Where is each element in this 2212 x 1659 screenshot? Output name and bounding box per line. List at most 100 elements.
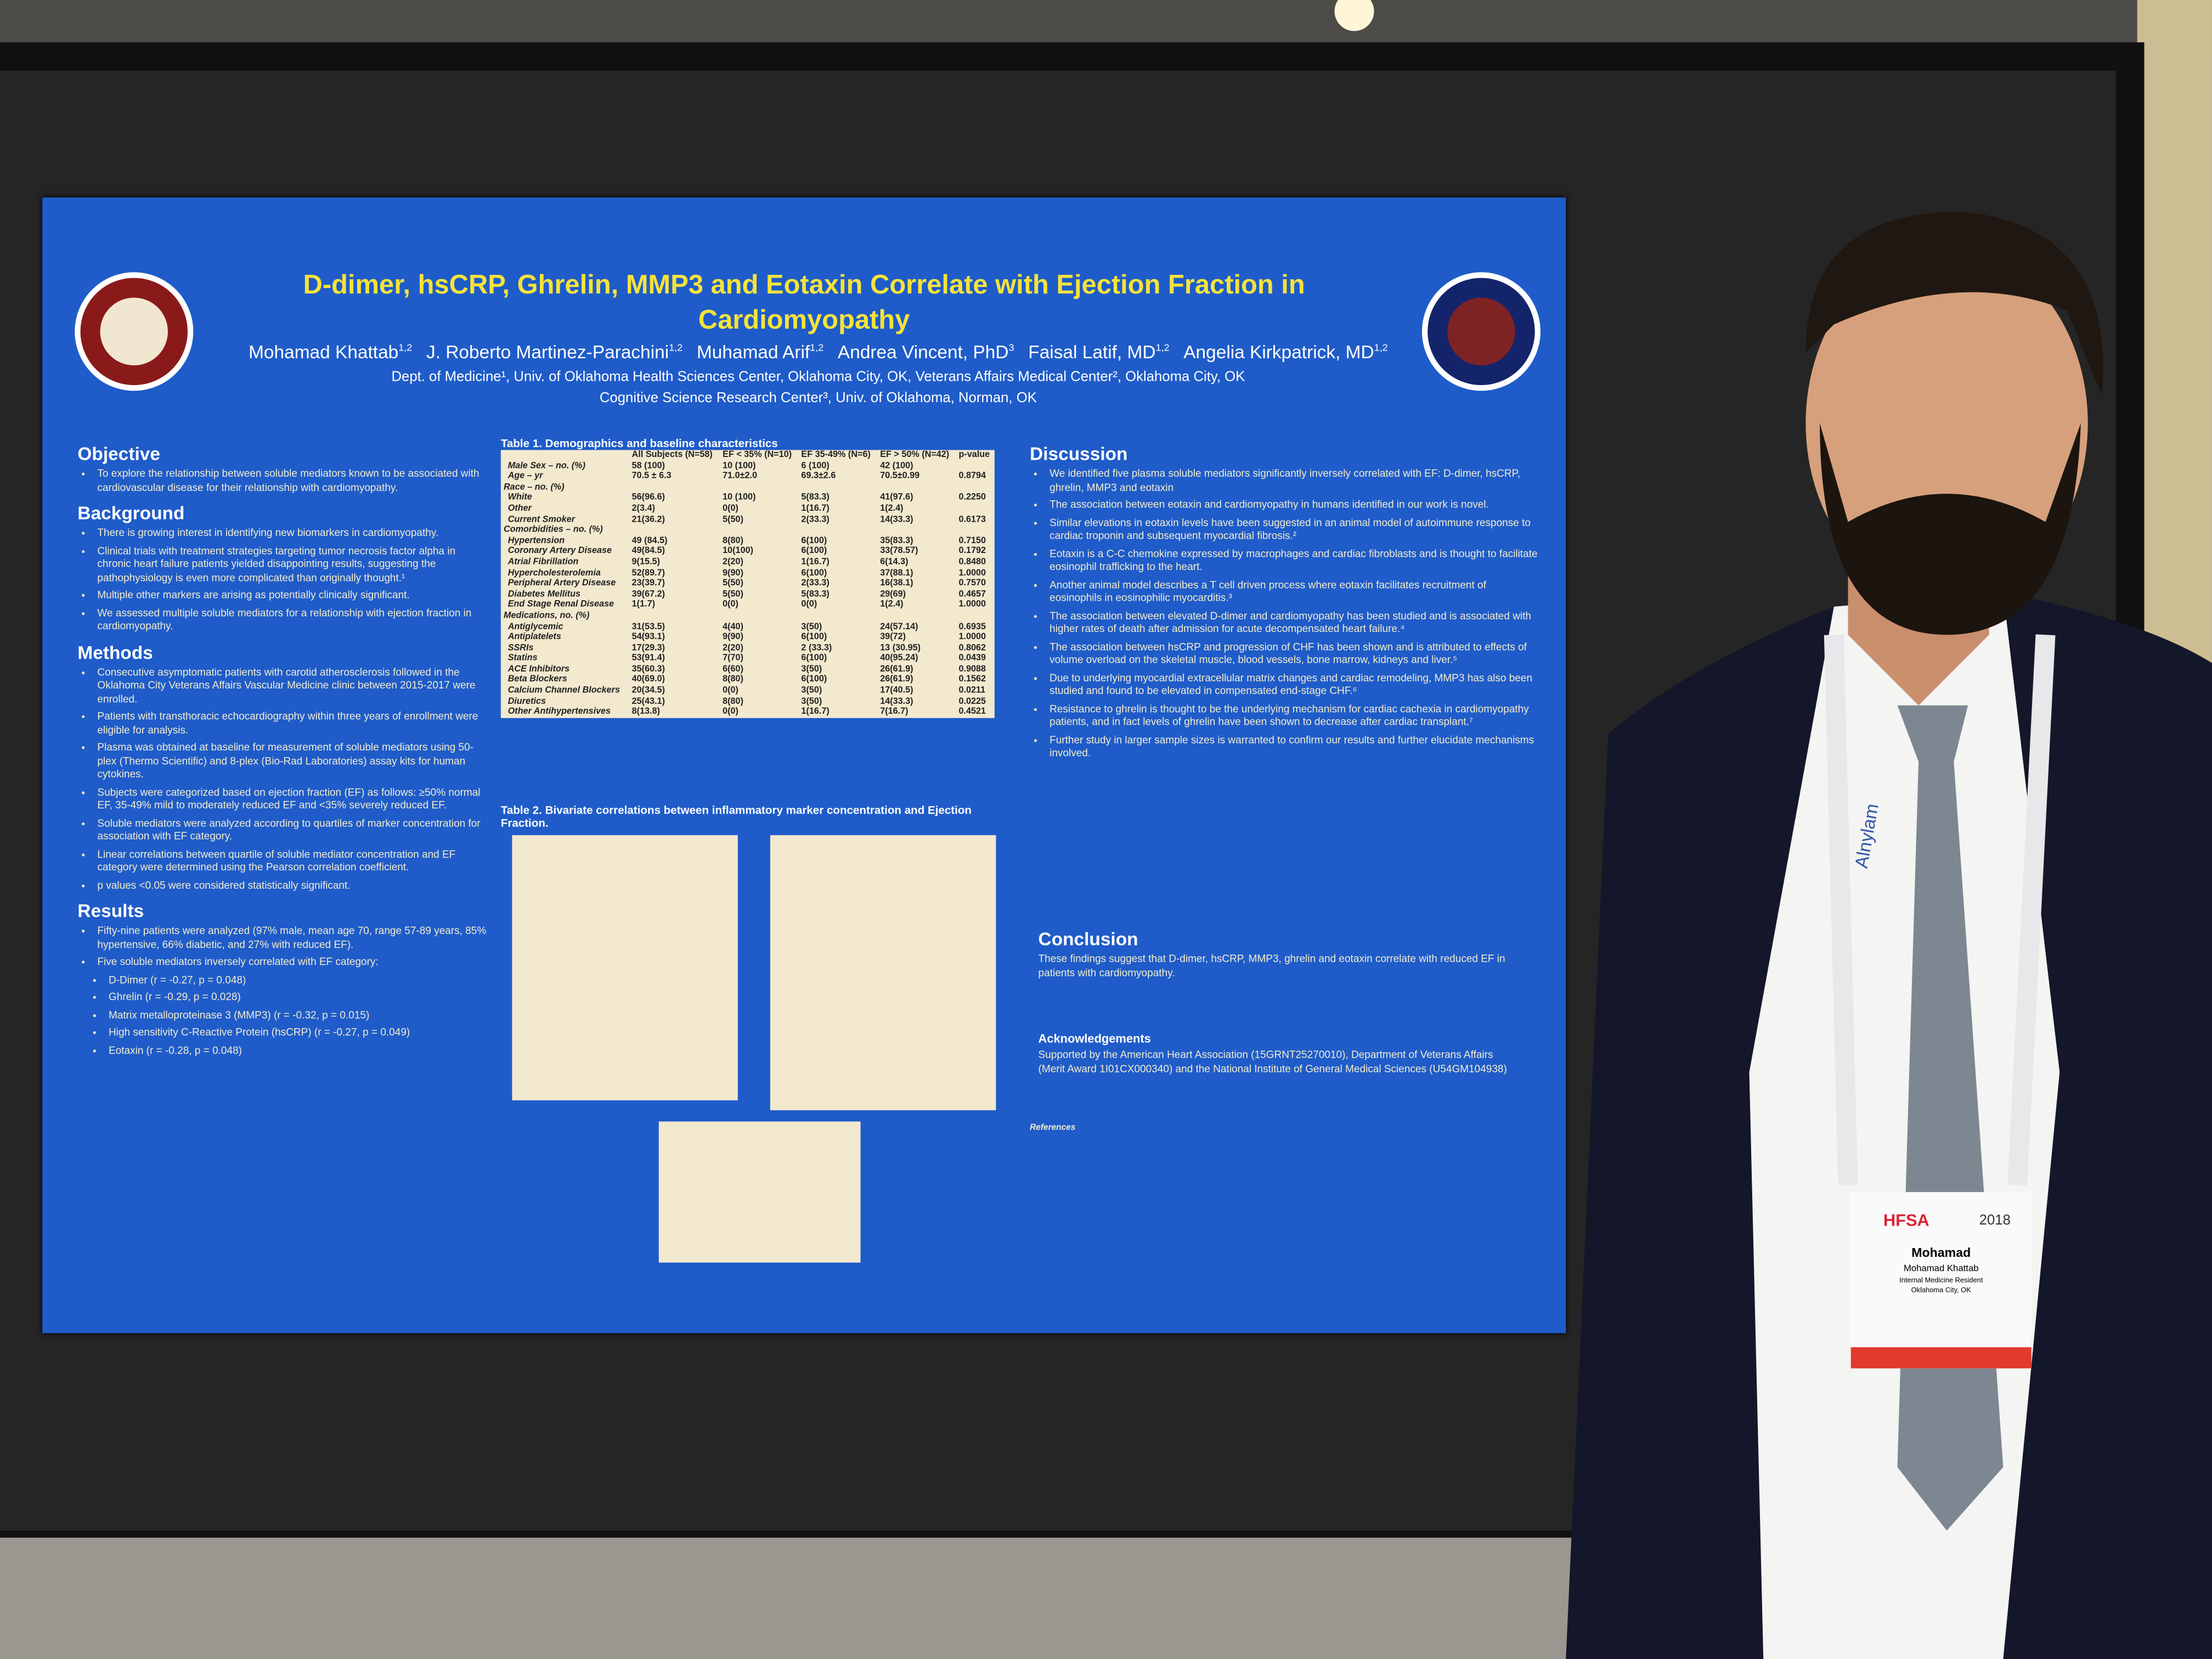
cell: 70.5±0.99	[880, 471, 920, 482]
bullet: The association between hsCRP and progre…	[1049, 640, 1538, 667]
cell: 71.0±2.0	[723, 471, 758, 482]
row: Current Smoker 21(36.2) 5(50) 2(33.3) 14(33.…	[501, 514, 995, 525]
text: These findings suggest that D-dimer, hsC…	[1038, 952, 1505, 979]
bullet: Subjects were categorized based on eject…	[97, 785, 487, 812]
cell: 14(33.3)	[880, 696, 913, 707]
badge-org: HFSA	[1883, 1210, 1929, 1231]
cell: 1(16.7)	[801, 557, 830, 567]
cell: White	[507, 493, 532, 503]
cell: Peripheral Artery Disease	[507, 578, 616, 589]
cell: 0.8062	[958, 642, 986, 653]
cell: 2(20)	[723, 557, 743, 567]
heading: Conclusion	[1038, 928, 1138, 950]
cell: 0.9088	[958, 664, 986, 674]
row: Statins 53(91.4) 7(70) 6(100) 40(95.24) 0.043…	[501, 653, 995, 664]
cell: 17(40.5)	[880, 685, 913, 696]
bullet: Another animal model describes a T cell …	[1049, 578, 1538, 605]
cell: 0.8794	[958, 471, 986, 482]
cell: 29(69)	[880, 589, 906, 600]
header-row: All Subjects (N=58) EF < 35% (N=10) EF 35-…	[501, 450, 995, 461]
cell: 0.2250	[958, 493, 986, 503]
author-name: Muhamad Arif	[696, 341, 810, 363]
authors: Mohamad Khattab1,2 J. Roberto Martinez-Pa…	[170, 341, 1468, 363]
badge-full-name: Mohamad Khattab	[1903, 1263, 1979, 1274]
author-name: Faisal Latif, MD	[1028, 341, 1156, 363]
table2-image	[512, 835, 738, 1101]
cell: 5(50)	[723, 578, 743, 589]
cell: 2(20)	[723, 642, 743, 653]
sub-bullet: Eotaxin (r = -0.28, p = 0.048)	[109, 1043, 487, 1057]
header-cell: p-value	[958, 450, 990, 460]
cell: 37(88.1)	[880, 568, 913, 578]
cell: 0.6935	[958, 621, 986, 631]
sub-bullet: D-Dimer (r = -0.27, p = 0.048)	[109, 973, 487, 986]
bullet: Plasma was obtained at baseline for meas…	[97, 741, 487, 781]
cell: Age – yr	[507, 471, 543, 482]
cell: ACE Inhibitors	[507, 664, 570, 674]
author-sup: 1,2	[810, 343, 824, 354]
author: Angelia Kirkpatrick, MD1,2	[1183, 341, 1387, 363]
cell: 58 (100)	[631, 460, 665, 471]
cell: 3(50)	[801, 621, 822, 631]
bullet: The association between eotaxin and card…	[1049, 498, 1538, 511]
author: Muhamad Arif1,2	[697, 341, 823, 363]
cell: 0.0439	[958, 653, 986, 664]
cell: 6(100)	[801, 675, 827, 685]
cell: Medications, no. (%)	[503, 611, 590, 621]
bullet: The association between elevated D-dimer…	[1049, 609, 1538, 636]
author: Faisal Latif, MD1,2	[1028, 341, 1169, 363]
cell: 17(29.3)	[631, 642, 665, 653]
cell: SSRIs	[507, 642, 534, 653]
cell: 39(72)	[880, 632, 906, 642]
va-seal	[1421, 272, 1541, 391]
cell: End Stage Renal Disease	[507, 600, 614, 610]
cell: 20(34.5)	[631, 685, 665, 696]
cell: 0(0)	[801, 600, 817, 610]
table2-image	[770, 835, 996, 1110]
cell: 8(80)	[723, 696, 743, 707]
cell: 24(57.14)	[880, 621, 918, 631]
cell: 2 (33.3)	[801, 642, 832, 653]
header-cell: EF 35-49% (N=6)	[801, 450, 871, 460]
bullets: Consecutive asymptomatic patients with c…	[77, 665, 487, 891]
cell: 6(100)	[801, 568, 827, 578]
cell: Current Smoker	[507, 514, 575, 524]
cell: 8(80)	[723, 675, 743, 685]
bullet: Five soluble mediators inversely correla…	[97, 955, 487, 968]
sub-bullet: Matrix metalloproteinase 3 (MMP3) (r = -…	[109, 1008, 487, 1021]
cell: 0(0)	[723, 503, 738, 514]
heading: Results	[77, 900, 144, 922]
header-cell: EF < 35% (N=10)	[723, 450, 792, 460]
cell: 10 (100)	[723, 493, 756, 503]
cell: 53(91.4)	[631, 653, 665, 664]
cell: 54(93.1)	[631, 632, 665, 642]
cell: Antiglycemic	[507, 621, 563, 631]
cell: 3(50)	[801, 696, 822, 707]
cell: 1(1.7)	[631, 600, 655, 610]
cell: Antiplatelets	[507, 632, 561, 642]
affiliation: Cognitive Science Research Center³, Univ…	[599, 391, 1037, 407]
cell: 2(33.3)	[801, 514, 830, 524]
cell: Hypercholesterolemia	[507, 568, 601, 578]
bullet: Soluble mediators were analyzed accordin…	[97, 816, 487, 843]
bullet: Linear correlations between quartile of …	[97, 847, 487, 874]
cell: 4(40)	[723, 621, 743, 631]
cell: 49(84.5)	[631, 546, 665, 557]
cell: 10 (100)	[723, 460, 756, 471]
cell: 8(13.8)	[631, 707, 660, 717]
cell: Comorbidities – no. (%)	[503, 524, 603, 535]
cell: 31(53.5)	[631, 621, 665, 631]
heading: Discussion	[1030, 443, 1128, 464]
cell: 5(83.3)	[801, 589, 830, 600]
poster: D-dimer, hsCRP, Ghrelin, MMP3 and Eotaxi…	[42, 197, 1566, 1333]
cell: 56(96.6)	[631, 493, 665, 503]
section: Background There is growing interest in i…	[77, 502, 487, 633]
bullet: Further study in larger sample sizes is …	[1049, 733, 1538, 760]
bullet: Eotaxin is a C-C chemokine expressed by …	[1049, 546, 1538, 573]
cell: 41(97.6)	[880, 493, 913, 503]
cell: 14(33.3)	[880, 514, 913, 524]
badge-card	[1850, 1192, 2032, 1369]
cell: 0.0211	[958, 685, 986, 696]
author: Mohamad Khattab1,2	[249, 341, 412, 363]
cell: 1(16.7)	[801, 503, 830, 514]
